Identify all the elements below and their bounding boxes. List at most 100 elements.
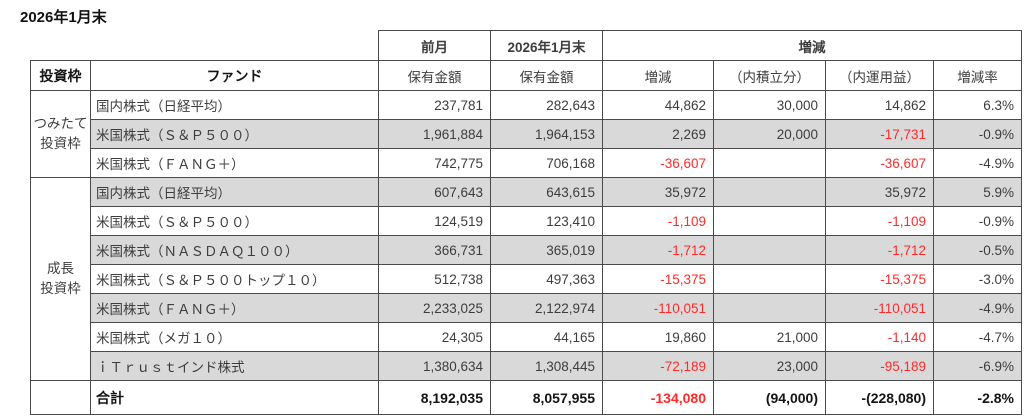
col-header-fund: ファンド (90, 60, 379, 91)
accumulation-portion-cell: 30,000 (713, 90, 826, 120)
accumulation-portion-cell: 21,000 (713, 322, 826, 352)
header-row-sub: 投資枠 ファンド 保有金額 保有金額 増減 （内積立分） （内運用益） 増減率 (30, 60, 1022, 91)
current-holding-cell: 497,363 (490, 264, 603, 294)
fund-name-cell: 国内株式（日経平均） (90, 177, 379, 207)
table-row: つみたて 投資枠 国内株式（日経平均） 237,781 282,643 44,862 30… (30, 90, 1022, 178)
total-change-cell: -134,080 (602, 380, 714, 415)
accumulation-portion-cell (713, 148, 826, 178)
total-current-holding-cell: 8,057,955 (490, 380, 603, 415)
col-header-accumulation: （内積立分） (713, 60, 826, 91)
investment-frame-cell: つみたて 投資枠 (30, 90, 91, 178)
investment-gain-cell: -1,140 (825, 322, 934, 352)
accumulation-portion-cell (713, 293, 826, 323)
investment-gain-cell: -15,375 (825, 264, 934, 294)
current-holding-cell: 2,122,974 (490, 293, 603, 323)
col-header-holding-prev: 保有金額 (378, 60, 491, 91)
change-cell: -1,109 (602, 206, 714, 236)
change-rate-cell: -0.9% (933, 119, 1022, 149)
accumulation-portion-cell (713, 177, 826, 207)
col-header-holding-current: 保有金額 (490, 60, 603, 91)
change-cell: 44,862 (602, 90, 714, 120)
change-cell: -110,051 (602, 293, 714, 323)
col-header-prev-month: 前月 (378, 30, 491, 61)
investment-gain-cell: -95,189 (825, 351, 934, 381)
col-header-current-month: 2026年1月末 (490, 30, 603, 61)
change-cell: -72,189 (602, 351, 714, 381)
blank-corner (30, 30, 379, 61)
col-header-frame: 投資枠 (30, 60, 91, 91)
prev-holding-cell: 237,781 (378, 90, 491, 120)
investment-gain-cell: 14,862 (825, 90, 934, 120)
prev-holding-cell: 124,519 (378, 206, 491, 236)
table-row: 米国株式（ＦＡＮＧ＋） 742,775 706,168 -36,607 -36,607-… (31, 148, 1022, 178)
table-row: 成長 投資枠 国内株式（日経平均） 607,643 643,615 35,972 35,9… (30, 177, 1022, 381)
change-rate-cell: -4.9% (933, 293, 1022, 323)
prev-holding-cell: 2,233,025 (378, 293, 491, 323)
current-holding-cell: 706,168 (490, 148, 603, 178)
total-row: 合計 8,192,035 8,057,955 -134,080 (94,000) -(22… (30, 380, 1022, 415)
change-rate-cell: -0.9% (933, 206, 1022, 236)
fund-name-cell: 米国株式（ＦＡＮＧ＋） (90, 148, 379, 178)
table-row: 米国株式（Ｓ＆Ｐ５００） 124,519 123,410 -1,109 -1,109 -0… (31, 206, 1022, 236)
investment-gain-cell: -36,607 (825, 148, 934, 178)
accumulation-portion-cell (713, 235, 826, 265)
change-cell: 19,860 (602, 322, 714, 352)
change-cell: -1,712 (602, 235, 714, 265)
change-rate-cell: -6.9% (933, 351, 1022, 381)
current-holding-cell: 282,643 (490, 90, 603, 120)
change-cell: 35,972 (602, 177, 714, 207)
table-row: ｉＴｒｕｓｔインド株式 1,380,634 1,308,445 -72,189 23,0… (31, 351, 1022, 381)
total-change-rate-cell: -2.8% (933, 380, 1022, 415)
accumulation-portion-cell: 20,000 (713, 119, 826, 149)
prev-holding-cell: 742,775 (378, 148, 491, 178)
change-rate-cell: -3.0% (933, 264, 1022, 294)
total-prev-holding-cell: 8,192,035 (378, 380, 491, 415)
investment-frame-cell: 成長 投資枠 (30, 177, 91, 381)
fund-name-cell: 米国株式（Ｓ＆Ｐ５００） (90, 206, 379, 236)
col-header-investment-gain: （内運用益） (825, 60, 934, 91)
current-holding-cell: 643,615 (490, 177, 603, 207)
fund-name-cell: 米国株式（メガ１０） (90, 322, 379, 352)
table-row: 米国株式（Ｓ＆Ｐ５００） 1,961,884 1,964,153 2,269 20,00… (31, 119, 1022, 149)
change-rate-cell: 5.9% (933, 177, 1022, 207)
fund-name-cell: 米国株式（ＦＡＮＧ＋） (90, 293, 379, 323)
col-header-change-rate: 増減率 (933, 60, 1022, 91)
portfolio-table: 前月 2026年1月末 増減 投資枠 ファンド 保有金額 保有金額 増減 （内積… (30, 30, 1022, 415)
table-row: 米国株式（Ｓ＆Ｐ５００トップ１０） 512,738 497,363 -15,375 -1… (31, 264, 1022, 294)
investment-gain-cell: -1,109 (825, 206, 934, 236)
col-header-change: 増減 (602, 60, 714, 91)
table-body: つみたて 投資枠 国内株式（日経平均） 237,781 282,643 44,862 30… (30, 90, 1022, 415)
current-holding-cell: 44,165 (490, 322, 603, 352)
investment-gain-cell: -110,051 (825, 293, 934, 323)
table-row: 米国株式（ＦＡＮＧ＋） 2,233,025 2,122,974 -110,051 -11… (31, 293, 1022, 323)
change-rate-cell: -4.7% (933, 322, 1022, 352)
prev-holding-cell: 1,961,884 (378, 119, 491, 149)
prev-holding-cell: 366,731 (378, 235, 491, 265)
total-label-cell: 合計 (90, 380, 379, 415)
total-frame-empty-cell (30, 380, 91, 415)
header-row-top: 前月 2026年1月末 増減 (30, 30, 1022, 61)
investment-gain-cell: -17,731 (825, 119, 934, 149)
prev-holding-cell: 24,305 (378, 322, 491, 352)
fund-name-cell: 米国株式（Ｓ＆Ｐ５００） (90, 119, 379, 149)
change-cell: 2,269 (602, 119, 714, 149)
prev-holding-cell: 512,738 (378, 264, 491, 294)
accumulation-portion-cell: 23,000 (713, 351, 826, 381)
investment-gain-cell: 35,972 (825, 177, 934, 207)
current-holding-cell: 365,019 (490, 235, 603, 265)
total-investment-gain-cell: -(228,080) (825, 380, 934, 415)
investment-gain-cell: -1,712 (825, 235, 934, 265)
prev-holding-cell: 1,380,634 (378, 351, 491, 381)
col-header-change-group: 増減 (602, 30, 1022, 61)
change-rate-cell: -0.5% (933, 235, 1022, 265)
fund-name-cell: 国内株式（日経平均） (90, 90, 379, 120)
change-rate-cell: 6.3% (933, 90, 1022, 120)
change-cell: -15,375 (602, 264, 714, 294)
page-title: 2026年1月末 (20, 9, 107, 26)
change-rate-cell: -4.9% (933, 148, 1022, 178)
fund-name-cell: 米国株式（ＮＡＳＤＡＱ１００） (90, 235, 379, 265)
current-holding-cell: 1,308,445 (490, 351, 603, 381)
prev-holding-cell: 607,643 (378, 177, 491, 207)
table-row: 米国株式（ＮＡＳＤＡＱ１００） 366,731 365,019 -1,712 -1,71… (31, 235, 1022, 265)
